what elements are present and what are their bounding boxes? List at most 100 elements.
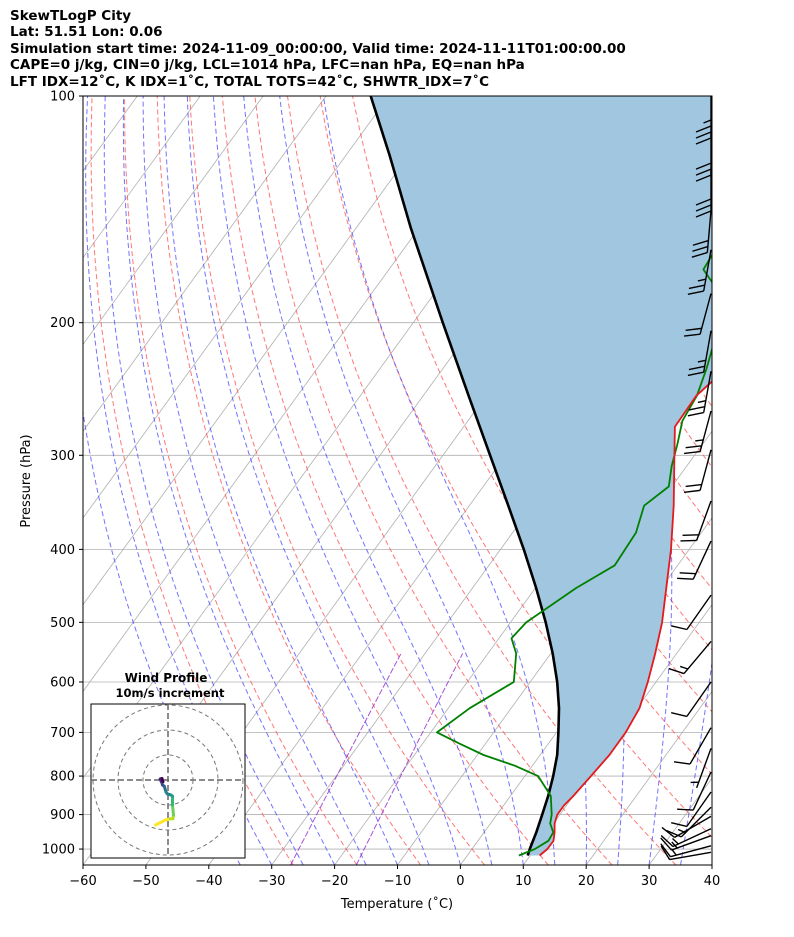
wind-barb (660, 835, 712, 851)
moist-adiabat-line (212, 96, 461, 865)
wind-barb (660, 845, 712, 861)
moist-adiabat-line (243, 96, 493, 865)
isotherm-line (711, 864, 712, 865)
moist-adiabat-line (186, 96, 430, 865)
wind-barb (690, 748, 712, 789)
x-tick-label: −50 (132, 874, 159, 889)
y-tick-label: 1000 (42, 843, 75, 858)
wind-barb (695, 96, 712, 145)
y-tick-label: 400 (50, 543, 75, 558)
isotherm-line (775, 96, 794, 865)
dry-adiabat-line (254, 96, 613, 865)
y-tick-label: 100 (50, 90, 75, 105)
hodograph-segment (161, 779, 165, 784)
dry-adiabat-line (744, 96, 794, 865)
x-tick-label: 0 (456, 874, 464, 889)
y-tick-label: 500 (50, 616, 75, 631)
wind-barb (677, 771, 712, 811)
x-tick-label: −10 (384, 874, 411, 889)
isotherm-line (83, 96, 201, 259)
sounding-lines (369, 96, 712, 857)
isotherm-line (460, 517, 712, 865)
moist-adiabat-line (122, 96, 336, 865)
wind-barbs (660, 96, 712, 861)
y-axis-ticks: 100 200 300 400 500 600 700 800 900 1000 (42, 90, 83, 858)
mixing-ratio-line (355, 653, 464, 865)
isotherm-line (83, 96, 327, 432)
moist-adiabat-line (279, 96, 524, 865)
isotherm-line (0, 96, 12, 865)
x-tick-label: 30 (641, 874, 658, 889)
y-tick-label: 800 (50, 770, 75, 785)
moist-adiabat-line (142, 96, 367, 865)
x-tick-label: 10 (515, 874, 532, 889)
y-tick-label: 600 (50, 675, 75, 690)
dry-adiabat-line (221, 96, 549, 865)
time-line: Simulation start time: 2024-11-09_00:00:… (10, 40, 626, 57)
x-tick-label: −20 (321, 874, 348, 889)
wind-barb (684, 293, 712, 337)
mixing-ratio-line (290, 653, 402, 865)
wind-barb (673, 727, 712, 765)
isotherm-line (83, 96, 453, 606)
dry-adiabat-line (319, 96, 712, 839)
moist-adiabat-line (103, 96, 304, 865)
parcel-line (369, 96, 561, 856)
wind-barb (687, 249, 712, 296)
x-tick-label: 40 (704, 874, 721, 889)
dry-adiabat-line (189, 96, 485, 865)
wind-barb (695, 169, 712, 218)
moist-adiabat-line (711, 862, 712, 865)
wind-barb (687, 371, 712, 417)
x-tick-label: 20 (578, 874, 595, 889)
y-tick-label: 900 (50, 808, 75, 823)
isotherm-line (0, 96, 74, 865)
wind-barb (660, 828, 712, 848)
hodograph-inset: Wind Profile 10m/s increment (90, 671, 246, 859)
y-axis-label: Pressure (hPa) (19, 434, 34, 527)
wind-barb (677, 540, 712, 580)
isotherm-line (83, 96, 264, 346)
wind-barb (668, 640, 712, 675)
y-tick-label: 700 (50, 726, 75, 741)
wind-barb (684, 410, 712, 455)
wind-barb (691, 210, 712, 258)
dry-adiabat-line (776, 96, 794, 865)
temperature-line (539, 380, 712, 857)
x-tick-label: −40 (195, 874, 222, 889)
dry-adiabat-line (710, 96, 712, 99)
wind-barb (671, 791, 712, 828)
chart-header: SkewTLogP City Lat: 51.51 Lon: 0.06 Simu… (10, 8, 626, 90)
isotherm-line (83, 96, 390, 519)
wind-barb (671, 594, 712, 631)
cape-cin-shading (370, 96, 712, 856)
wind-barb (661, 815, 712, 839)
hodograph-ring (142, 754, 194, 806)
y-tick-label: 200 (50, 316, 75, 331)
hodograph-ring (117, 729, 219, 831)
indices-line-1: CAPE=0 j/kg, CIN=0 j/kg, LCL=1014 hPa, L… (10, 57, 525, 74)
hodograph-title: Wind Profile (125, 671, 208, 685)
isotherm-line (585, 690, 712, 865)
chart-title: SkewTLogP City (10, 8, 132, 24)
dry-adiabat-line (287, 96, 677, 865)
moist-adiabat-line (163, 96, 398, 865)
location-line: Lat: 51.51 Lon: 0.06 (10, 24, 163, 41)
x-axis-ticks: −60 −50 −40 −30 −20 −10 0 10 20 30 40 (69, 865, 720, 889)
wind-barb (671, 681, 712, 718)
moist-adiabat-line (322, 96, 556, 865)
x-axis-label: Temperature (˚C) (340, 896, 453, 912)
x-tick-label: −30 (258, 874, 285, 889)
wind-barb (680, 500, 712, 542)
y-tick-label: 300 (50, 449, 75, 464)
hodograph-ring (92, 704, 244, 856)
mixing-ratio-lines (290, 653, 464, 865)
indices-line-2: LFT IDX=12˚C, K IDX=1˚C, TOTAL TOTS=42˚C… (10, 73, 490, 90)
x-tick-label: −60 (69, 874, 96, 889)
wind-barb (695, 133, 712, 182)
wind-barb (687, 330, 712, 377)
dewpoint-line (436, 253, 712, 857)
wind-barb (684, 449, 712, 493)
parcel-shading (370, 96, 712, 856)
